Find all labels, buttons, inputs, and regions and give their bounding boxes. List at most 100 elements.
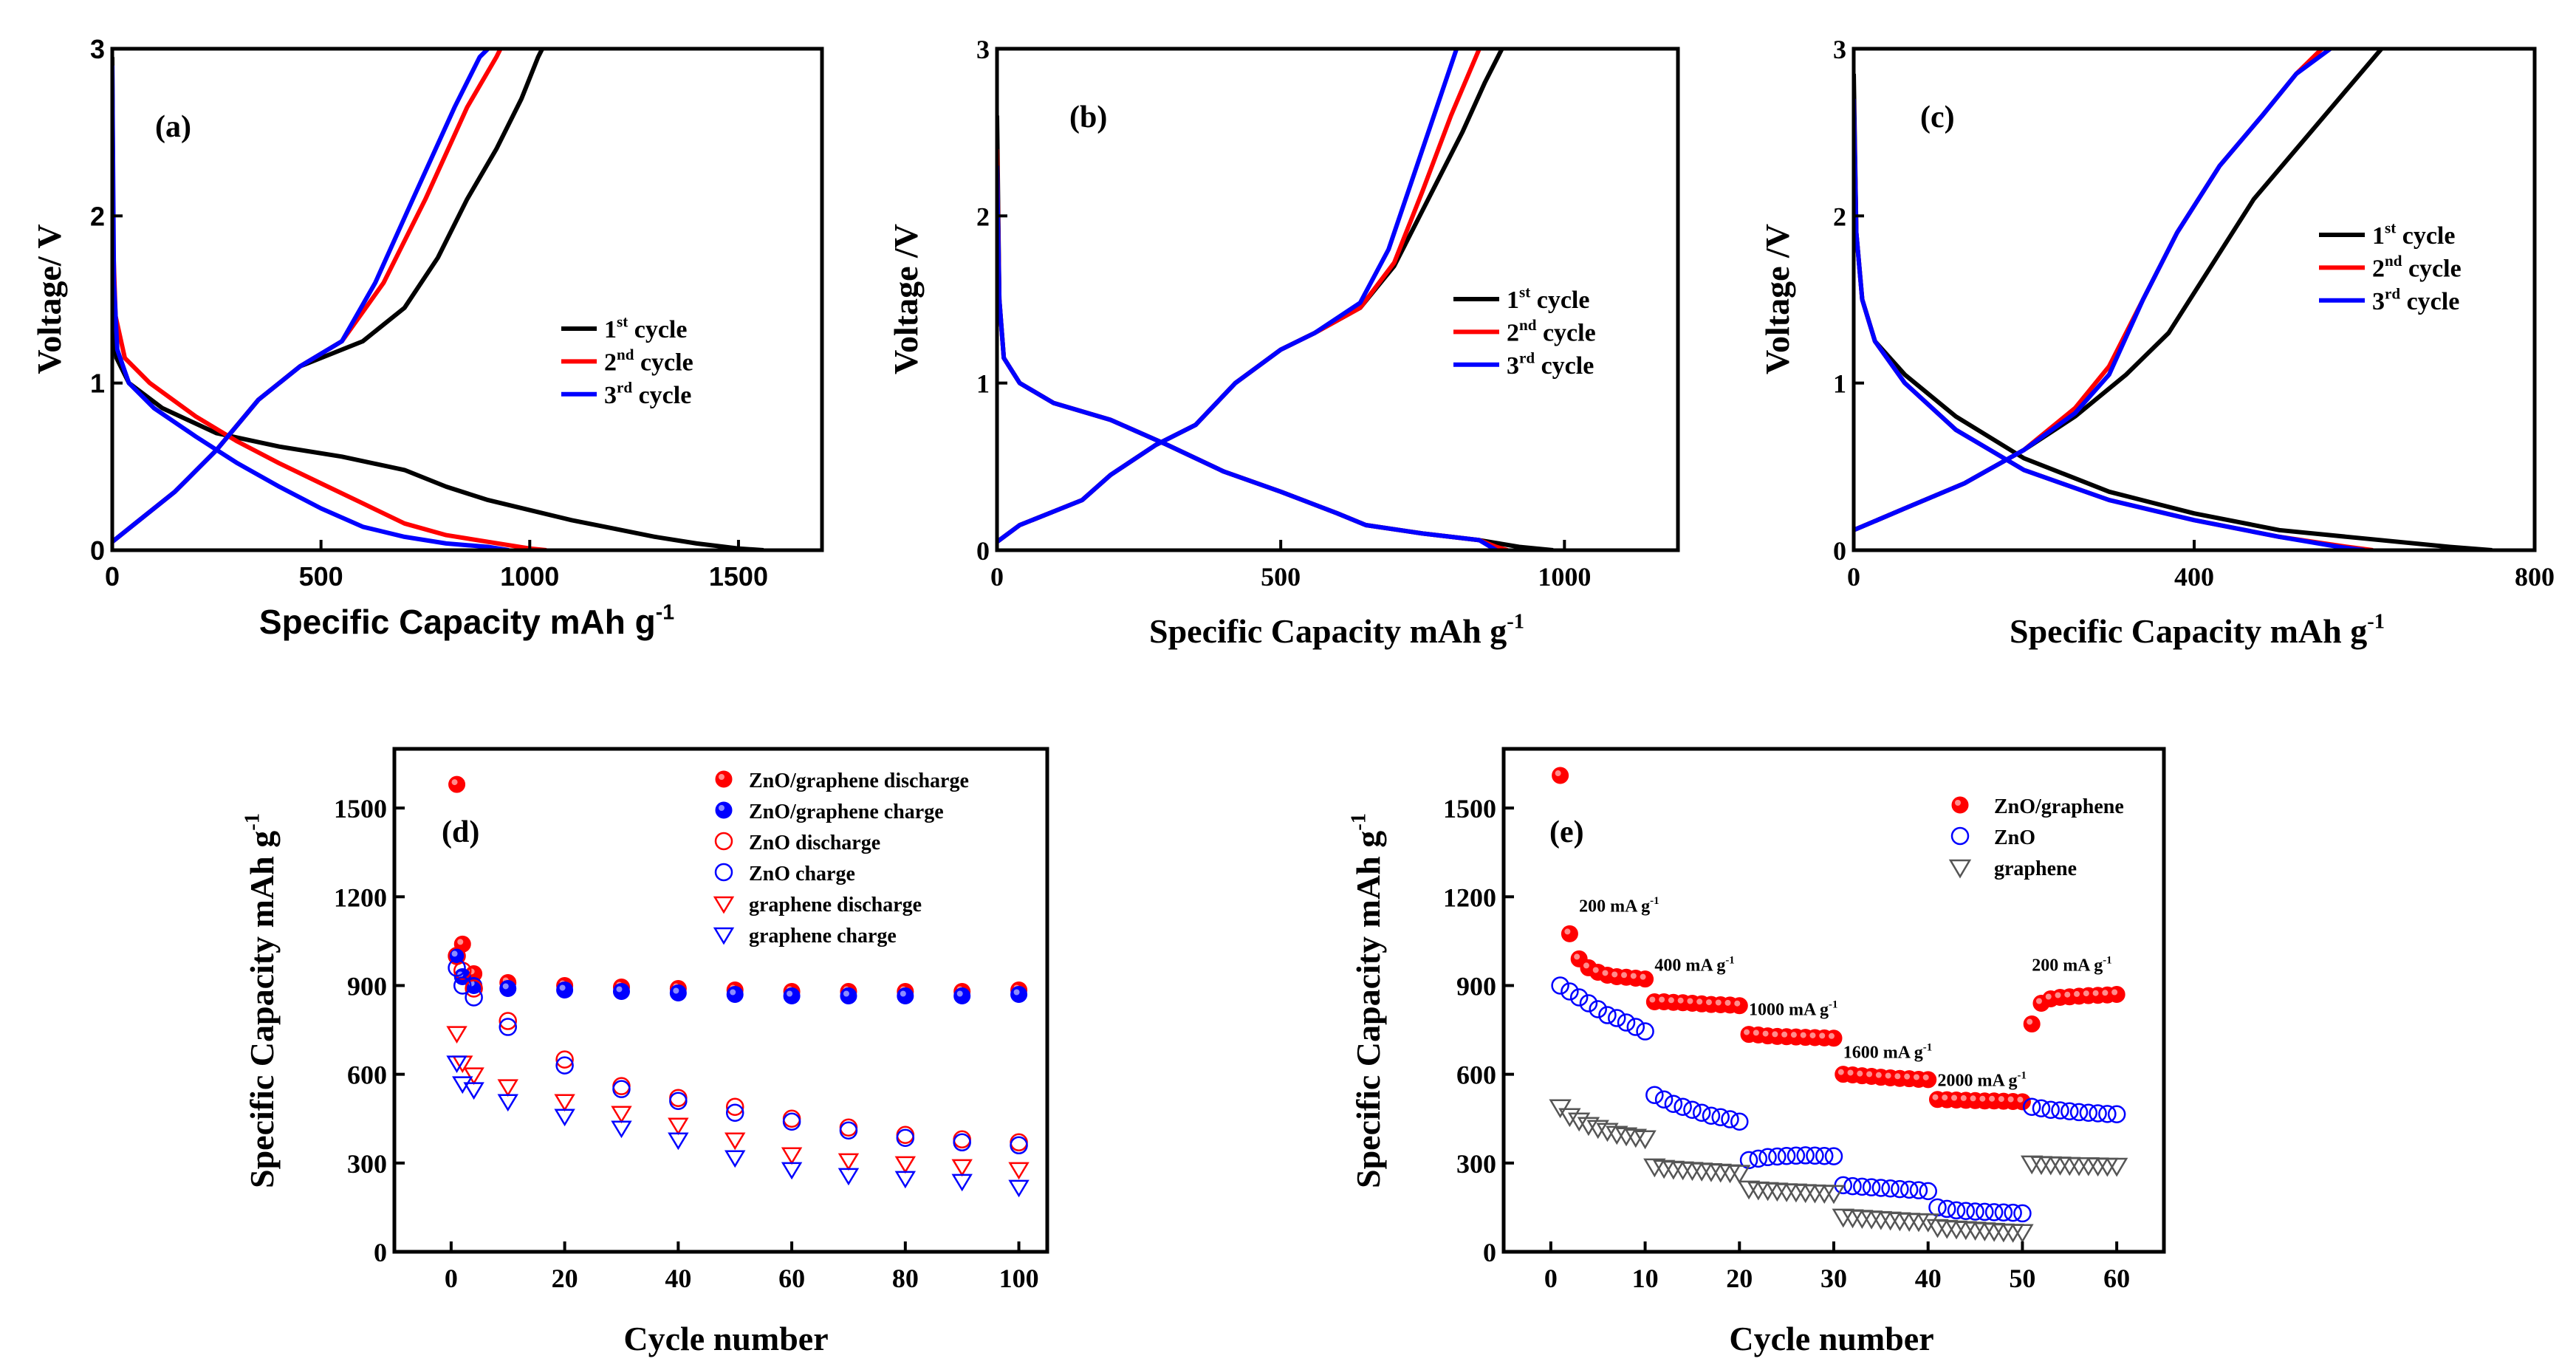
data-point xyxy=(2013,1093,2031,1111)
data-point xyxy=(499,1012,517,1030)
data-point xyxy=(1561,925,1578,942)
data-point xyxy=(1787,1146,1806,1165)
data-point xyxy=(1577,1117,1600,1137)
data-point xyxy=(2077,1157,2100,1176)
data-point xyxy=(2089,1104,2107,1123)
legend-marker-highlight xyxy=(1955,800,1961,806)
data-point xyxy=(1683,1100,1702,1119)
legend-marker xyxy=(713,896,735,914)
data-point-highlight xyxy=(2027,1018,2033,1025)
y-tick-label: 300 xyxy=(1456,1149,1496,1179)
y-tick-label: 2 xyxy=(976,202,990,231)
data-point-highlight xyxy=(1687,998,1693,1004)
y-tick-label: 900 xyxy=(1456,971,1496,1001)
data-point xyxy=(837,1153,860,1171)
data-point-highlight xyxy=(1979,1095,1986,1102)
data-point xyxy=(1608,1009,1626,1027)
y-tick-label: 600 xyxy=(347,1061,387,1090)
data-point xyxy=(1938,1199,1956,1219)
data-point xyxy=(1730,1112,1749,1131)
data-point xyxy=(781,1162,803,1180)
data-point xyxy=(2086,1157,2109,1177)
y-tick-label: 0 xyxy=(374,1238,387,1267)
y-axis-label: Voltage /V xyxy=(887,224,925,374)
y-tick-label: 600 xyxy=(1456,1061,1496,1090)
y-tick-label: 0 xyxy=(1833,536,1846,566)
legend-label: 1st cycle xyxy=(604,313,687,343)
data-point xyxy=(1617,1013,1636,1032)
data-point xyxy=(951,1159,973,1177)
data-point xyxy=(499,1018,517,1036)
series-line-4 xyxy=(1854,98,2365,550)
data-point xyxy=(1702,1106,1721,1125)
y-tick-label: 1 xyxy=(976,369,990,399)
data-point xyxy=(1586,1120,1609,1140)
data-point xyxy=(1984,1203,2004,1222)
data-point xyxy=(1775,1183,1798,1202)
panel-label: (d) xyxy=(442,815,479,849)
data-point xyxy=(554,1094,575,1112)
data-point xyxy=(1871,1179,1891,1197)
legend-label: ZnO charge xyxy=(749,863,855,885)
data-point xyxy=(1891,1179,1909,1199)
data-point-highlight xyxy=(1866,1071,1873,1078)
legend-marker xyxy=(1948,859,1972,879)
data-point xyxy=(463,1082,484,1100)
y-tick-label: 3 xyxy=(90,34,105,64)
data-point-highlight xyxy=(1640,973,1646,980)
data-point-highlight xyxy=(1592,967,1599,973)
data-point xyxy=(1994,1203,2013,1222)
data-point xyxy=(448,775,466,793)
y-axis-label: Voltage /V xyxy=(1758,224,1796,374)
data-point xyxy=(1897,1213,1921,1232)
data-point xyxy=(2108,985,2125,1003)
y-tick-label: 0 xyxy=(90,535,105,566)
y-tick-label: 1200 xyxy=(1443,883,1496,912)
data-point-highlight xyxy=(1781,1031,1788,1038)
data-point-highlight xyxy=(1762,1030,1769,1037)
x-axis-label: Specific Capacity mAh g-1 xyxy=(2010,611,2385,650)
series-group xyxy=(997,49,1554,550)
series-line-0 xyxy=(1854,73,2493,550)
data-point xyxy=(1794,1184,1817,1204)
x-tick-label: 0 xyxy=(105,561,120,592)
series-line-2 xyxy=(1854,98,2374,550)
data-point xyxy=(1634,1130,1657,1150)
data-point xyxy=(446,1026,467,1044)
data-point xyxy=(1815,1146,1834,1165)
x-tick-label: 800 xyxy=(2515,562,2555,592)
data-point-highlight xyxy=(1913,1074,1919,1080)
data-point xyxy=(497,1094,518,1112)
data-point-highlight xyxy=(1932,1094,1939,1100)
rate-annotation: 200 mA g-1 xyxy=(1579,895,1659,916)
x-tick-label: 1500 xyxy=(709,561,768,592)
x-tick-label: 40 xyxy=(1915,1264,1942,1293)
data-point xyxy=(1728,1165,1751,1185)
data-point-highlight xyxy=(2017,1096,2024,1103)
data-point-highlight xyxy=(1564,928,1571,935)
data-point xyxy=(724,1132,746,1151)
data-point xyxy=(1010,1136,1028,1155)
data-point xyxy=(953,987,971,1004)
data-point xyxy=(669,1092,688,1110)
data-point-highlight xyxy=(1829,1032,1835,1039)
data-point xyxy=(1976,1202,1994,1222)
legend-marker xyxy=(714,832,733,851)
chart-panel-e: 0 10 20 30 40 50 60030060090012001500(e)Cycle … xyxy=(1348,747,2166,1357)
legend-label: graphene xyxy=(1994,857,2077,880)
data-point xyxy=(951,1174,973,1192)
chart-panel-a: 0 500 1000 1500 0 1 2 3 (a) Specific Capacity mAh… xyxy=(30,34,824,641)
data-point xyxy=(1010,985,1028,1003)
x-tick-label: 500 xyxy=(1261,562,1301,592)
data-point xyxy=(1843,1176,1862,1196)
data-point xyxy=(2049,1157,2072,1176)
data-point xyxy=(1900,1180,1919,1199)
data-point-highlight xyxy=(502,983,509,990)
x-axis-label: Cycle number xyxy=(1729,1320,1933,1357)
series-group xyxy=(112,49,764,550)
data-point xyxy=(1919,1182,1937,1201)
data-point xyxy=(1551,976,1569,995)
data-point xyxy=(1645,1086,1664,1104)
series-line-0 xyxy=(112,57,764,550)
x-tick-label: 0 xyxy=(1544,1264,1558,1293)
